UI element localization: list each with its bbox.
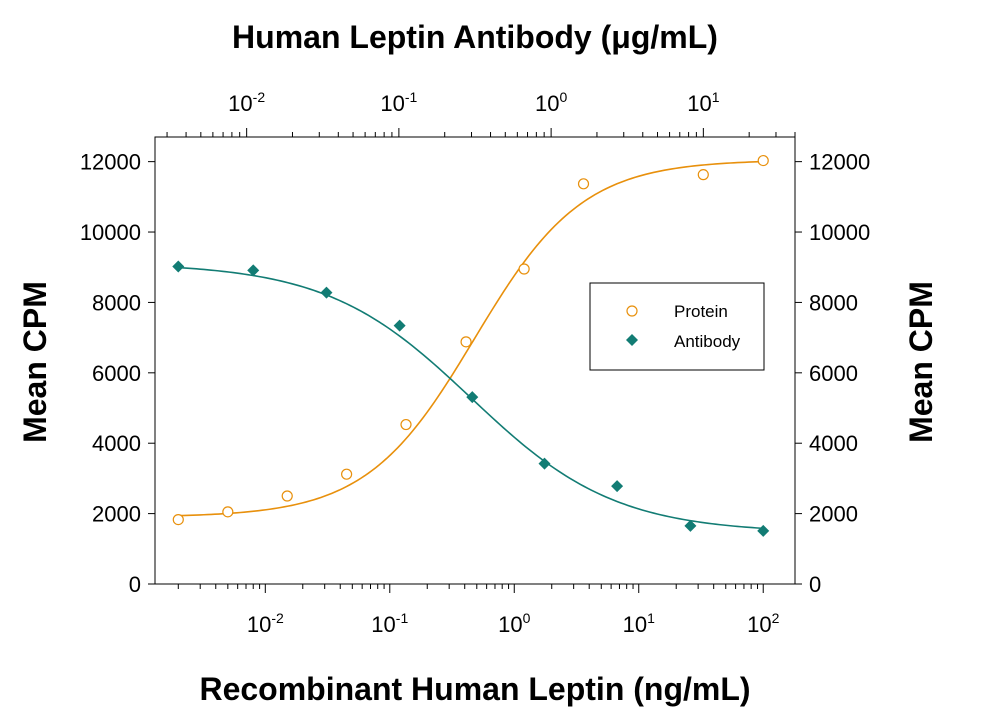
y-tick-label-right: 2000 — [809, 502, 858, 527]
legend-antibody-marker — [626, 334, 638, 346]
y-tick-label-right: 12000 — [809, 150, 870, 175]
y-tick-label-left: 8000 — [92, 290, 141, 315]
protein-point — [400, 418, 412, 431]
protein-point — [172, 513, 184, 526]
antibody-point — [320, 286, 333, 299]
x-tick-label: 102 — [747, 610, 779, 637]
y-tick-label-left: 4000 — [92, 431, 141, 456]
protein-point — [341, 468, 353, 480]
y-tick-label-left: 0 — [129, 572, 141, 597]
protein-point — [281, 490, 293, 502]
protein-point — [577, 178, 590, 190]
y-axis-title-right: Mean CPM — [903, 281, 939, 443]
y-axis-title-left: Mean CPM — [17, 281, 53, 443]
axes: 0 0 2000 2000 4000 4000 6000 6000 8000 8000 10000 1… — [80, 89, 870, 637]
data-points — [172, 154, 770, 537]
antibody-point — [684, 519, 697, 532]
protein-point — [757, 154, 769, 167]
antibody-point — [172, 260, 185, 273]
legend-protein-marker — [626, 305, 638, 317]
y-tick-label-right: 8000 — [809, 290, 858, 315]
top-axis-title: Human Leptin Antibody (μg/mL) — [232, 19, 718, 55]
antibody-point — [538, 457, 551, 470]
top-x-tick-label: 101 — [687, 89, 719, 116]
x-tick-label: 101 — [623, 610, 655, 637]
antibody-point — [611, 480, 624, 493]
y-tick-label-left: 12000 — [80, 150, 141, 175]
y-tick-label-right: 10000 — [809, 220, 870, 245]
plot-frame — [154, 136, 796, 585]
y-tick-label-left: 2000 — [92, 502, 141, 527]
top-x-tick-label: 10-2 — [228, 89, 265, 116]
y-tick-label-right: 4000 — [809, 431, 858, 456]
legend-antibody-label: Antibody — [674, 332, 741, 351]
x-tick-label: 10-2 — [247, 610, 284, 637]
protein-point — [222, 506, 234, 518]
antibody-point — [757, 524, 770, 537]
protein-point — [697, 169, 709, 181]
top-x-tick-label: 100 — [535, 89, 567, 116]
legend-protein-label: Protein — [674, 302, 728, 321]
x-tick-label: 100 — [498, 610, 530, 637]
antibody-point — [393, 319, 406, 332]
y-tick-label-right: 6000 — [809, 361, 858, 386]
protein-point — [460, 336, 472, 348]
legend: Protein Antibody — [589, 282, 765, 371]
antibody-point — [466, 391, 479, 404]
x-tick-label: 10-1 — [371, 610, 408, 637]
antibody-point — [247, 264, 260, 277]
top-x-tick-label: 10-1 — [380, 89, 417, 116]
protein-point — [518, 263, 530, 275]
legend-box — [589, 282, 765, 371]
y-tick-label-left: 6000 — [92, 361, 141, 386]
x-axis-title: Recombinant Human Leptin (ng/mL) — [199, 671, 750, 707]
y-tick-label-left: 10000 — [80, 220, 141, 245]
y-tick-label-right: 0 — [809, 572, 821, 597]
